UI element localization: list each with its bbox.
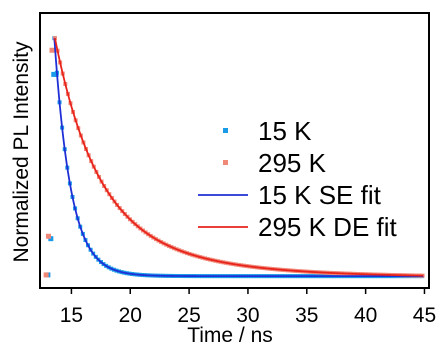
x-axis: 15 20 25 30 35 40 45 (60, 288, 436, 327)
legend-marker (223, 160, 228, 165)
legend-item-15-k-se-fit: 15 K SE fit (198, 180, 382, 210)
x-tick-label: 40 (354, 304, 377, 327)
legend-item-295-k-de-fit: 295 K DE fit (198, 212, 398, 242)
data-point (43, 272, 49, 278)
series-layer (43, 36, 425, 279)
legend-label: 15 K SE fit (258, 180, 382, 210)
legend-item-15-k: 15 K (223, 116, 312, 146)
x-tick-label: 15 (60, 304, 83, 327)
legend-label: 295 K DE fit (258, 212, 398, 242)
fit-line-15-k-se-fit (53, 38, 424, 278)
x-tick-label: 20 (119, 304, 142, 327)
x-tick-label: 30 (236, 304, 259, 327)
fit-line-295-k-de-fit (54, 37, 424, 277)
data-point (49, 47, 55, 53)
legend-label: 295 K (258, 148, 327, 178)
x-tick-label: 35 (295, 304, 318, 327)
plot-area-frame (39, 12, 430, 289)
y-axis-title: Normalized PL Intensity (10, 41, 33, 262)
x-tick-label: 25 (177, 304, 200, 327)
x-tick-label: 45 (413, 304, 436, 327)
data-point (45, 233, 51, 239)
x-axis-title: Time / ns (187, 324, 273, 347)
legend-marker (223, 128, 228, 133)
legend-item-295-k: 295 K (223, 148, 327, 178)
legend-label: 15 K (258, 116, 312, 146)
